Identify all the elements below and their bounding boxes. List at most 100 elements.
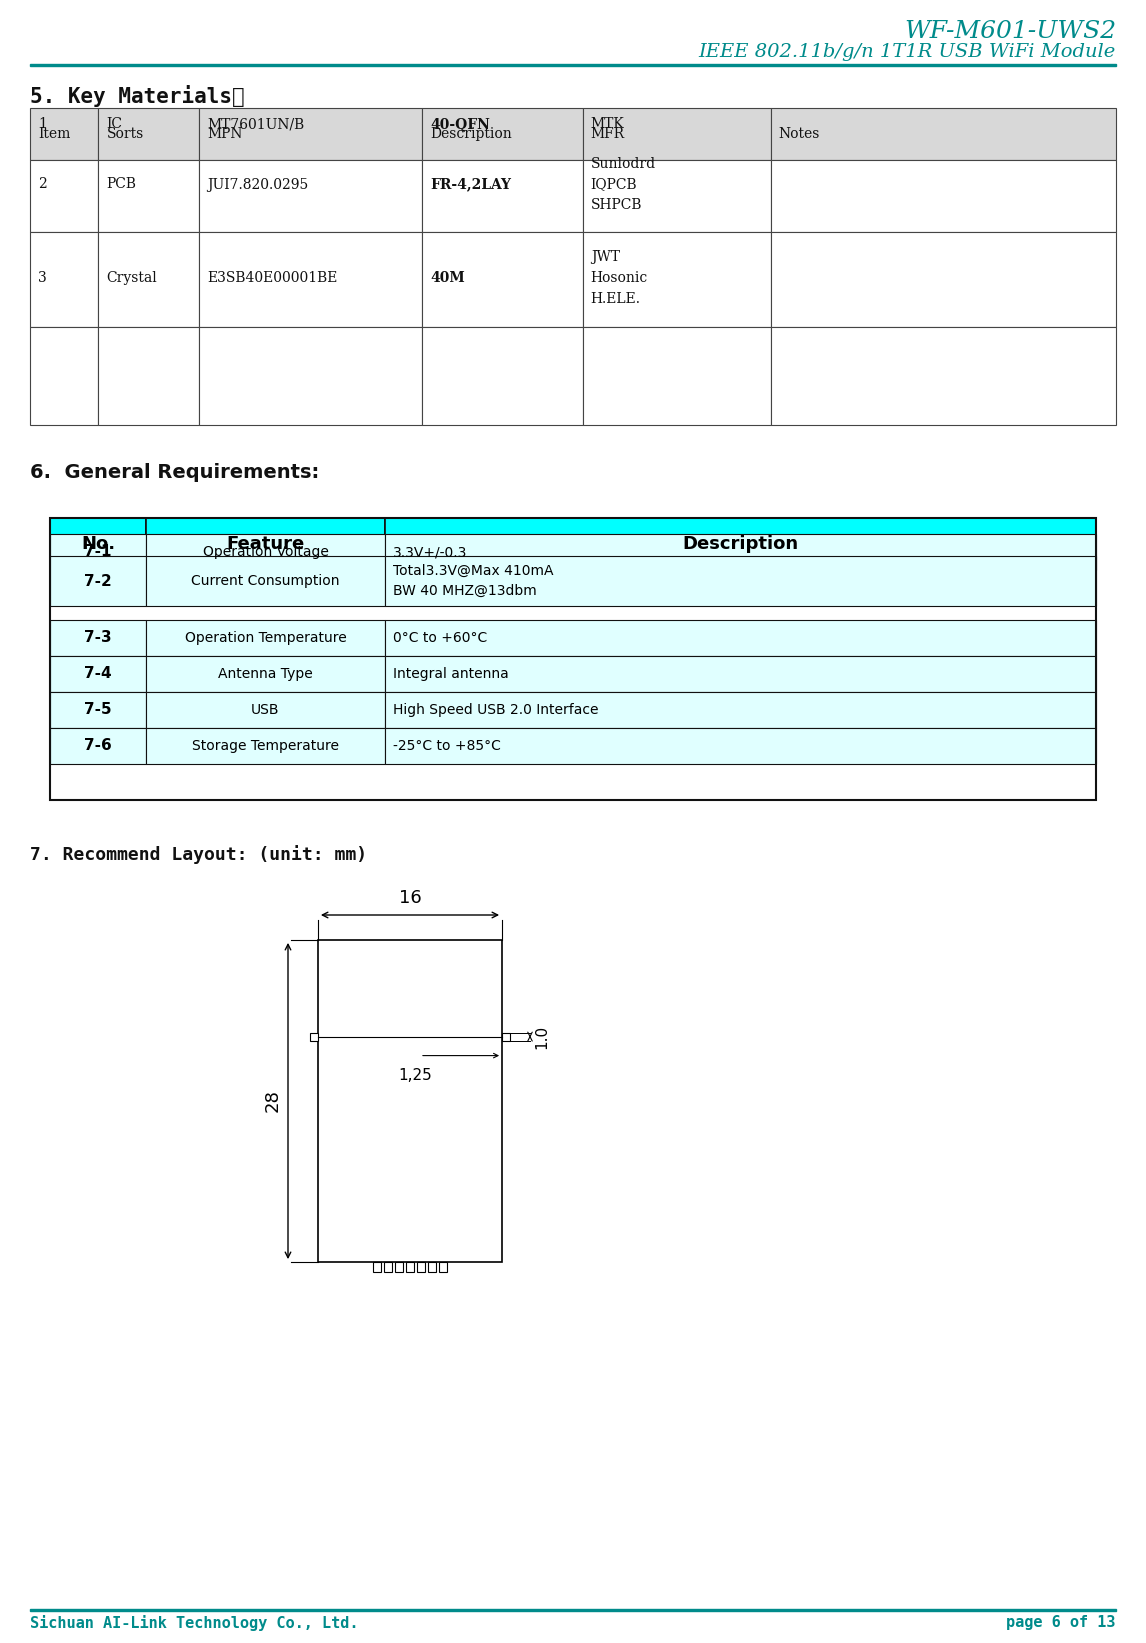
Bar <box>147 728 385 764</box>
Text: USB: USB <box>251 703 280 716</box>
Bar <box>422 159 583 232</box>
Text: Feature: Feature <box>227 536 305 554</box>
Bar <box>99 108 199 159</box>
Bar <box>50 619 147 656</box>
Bar <box>770 327 1116 426</box>
Bar <box>199 327 422 426</box>
Bar <box>385 518 1096 570</box>
Bar <box>439 1262 447 1272</box>
Bar <box>99 327 199 426</box>
Text: Crystal: Crystal <box>107 271 157 284</box>
Bar <box>384 1262 392 1272</box>
Text: Total3.3V@Max 410mA
BW 40 MHZ@13dbm: Total3.3V@Max 410mA BW 40 MHZ@13dbm <box>393 564 554 598</box>
Bar <box>385 555 1096 606</box>
Text: Sichuan AI-Link Technology Co., Ltd.: Sichuan AI-Link Technology Co., Ltd. <box>30 1615 359 1631</box>
Text: IEEE 802.11b/g/n 1T1R USB WiFi Module: IEEE 802.11b/g/n 1T1R USB WiFi Module <box>699 43 1116 61</box>
Bar <box>50 555 147 606</box>
Text: MTK: MTK <box>591 117 625 131</box>
Bar <box>372 1262 380 1272</box>
Text: 3.3V+/-0.3: 3.3V+/-0.3 <box>393 545 468 559</box>
Bar <box>583 232 770 327</box>
Bar <box>385 728 1096 764</box>
Bar <box>422 327 583 426</box>
Bar <box>385 656 1096 692</box>
Bar <box>50 534 147 570</box>
Text: Sorts: Sorts <box>107 127 143 141</box>
Text: Operation Voltage: Operation Voltage <box>203 545 329 559</box>
Bar <box>199 159 422 232</box>
Text: E3SB40E00001BE: E3SB40E00001BE <box>207 271 338 284</box>
Text: JUI7.820.0295: JUI7.820.0295 <box>207 177 308 192</box>
Bar <box>583 159 770 232</box>
Bar <box>427 1262 435 1272</box>
Bar <box>311 1032 317 1040</box>
Text: 6.  General Requirements:: 6. General Requirements: <box>30 463 320 481</box>
Text: 7. Recommend Layout: (unit: mm): 7. Recommend Layout: (unit: mm) <box>30 845 367 864</box>
Text: -25°C to +85°C: -25°C to +85°C <box>393 739 501 752</box>
Bar <box>30 327 99 426</box>
Text: 3: 3 <box>38 271 47 284</box>
Bar <box>30 232 99 327</box>
Bar <box>147 518 385 570</box>
Text: Item: Item <box>38 127 70 141</box>
Bar <box>770 159 1116 232</box>
Text: MFR: MFR <box>591 127 625 141</box>
Bar <box>30 64 1116 66</box>
Text: No.: No. <box>81 536 116 554</box>
Bar <box>50 518 1096 800</box>
Bar <box>99 159 199 232</box>
Text: JWT
Hosonic
H.ELE.: JWT Hosonic H.ELE. <box>591 250 647 306</box>
Bar <box>385 619 1096 656</box>
Bar <box>583 327 770 426</box>
Text: PCB: PCB <box>107 177 136 192</box>
Text: 2: 2 <box>38 177 47 192</box>
Text: page 6 of 13: page 6 of 13 <box>1006 1615 1116 1630</box>
Text: MT7601UN/B: MT7601UN/B <box>207 117 305 131</box>
Text: 1: 1 <box>38 117 47 131</box>
Text: 16: 16 <box>399 889 422 907</box>
Text: FR-4,2LAY: FR-4,2LAY <box>430 177 511 192</box>
Text: 7-3: 7-3 <box>85 631 112 646</box>
Bar <box>50 728 147 764</box>
Bar <box>50 518 147 570</box>
Text: MPN: MPN <box>207 127 243 141</box>
Text: 5. Key Materials：: 5. Key Materials： <box>30 85 244 107</box>
Text: IC: IC <box>107 117 123 131</box>
Bar <box>199 108 422 159</box>
Text: Description: Description <box>682 536 799 554</box>
Bar <box>406 1262 414 1272</box>
Bar <box>422 232 583 327</box>
Text: Sunlodrd
IQPCB
SHPCB: Sunlodrd IQPCB SHPCB <box>591 156 656 212</box>
Text: Description: Description <box>430 127 512 141</box>
Text: 1.0: 1.0 <box>534 1025 549 1048</box>
Text: Storage Temperature: Storage Temperature <box>193 739 339 752</box>
Bar <box>199 232 422 327</box>
Text: 40M: 40M <box>430 271 465 284</box>
Bar <box>50 692 147 728</box>
Bar <box>30 108 99 159</box>
Bar <box>147 534 385 570</box>
Bar <box>385 534 1096 570</box>
Text: Integral antenna: Integral antenna <box>393 667 509 680</box>
Text: 7-5: 7-5 <box>85 703 112 718</box>
Text: 7-2: 7-2 <box>85 573 112 588</box>
Text: 7-6: 7-6 <box>85 738 112 754</box>
Bar <box>147 692 385 728</box>
Bar <box>502 1032 510 1040</box>
Bar <box>317 940 502 1262</box>
Bar <box>30 159 99 232</box>
Text: Antenna Type: Antenna Type <box>218 667 313 680</box>
Bar <box>395 1262 403 1272</box>
Text: 7-1: 7-1 <box>85 544 112 560</box>
Text: Notes: Notes <box>778 127 821 141</box>
Text: 1,25: 1,25 <box>398 1068 432 1083</box>
Bar <box>147 555 385 606</box>
Bar <box>385 692 1096 728</box>
Bar <box>147 619 385 656</box>
Text: Operation Temperature: Operation Temperature <box>185 631 346 646</box>
Text: 40-QFN: 40-QFN <box>430 117 490 131</box>
Bar <box>50 656 147 692</box>
Text: 0°C to +60°C: 0°C to +60°C <box>393 631 487 646</box>
Bar <box>422 108 583 159</box>
Bar <box>147 656 385 692</box>
